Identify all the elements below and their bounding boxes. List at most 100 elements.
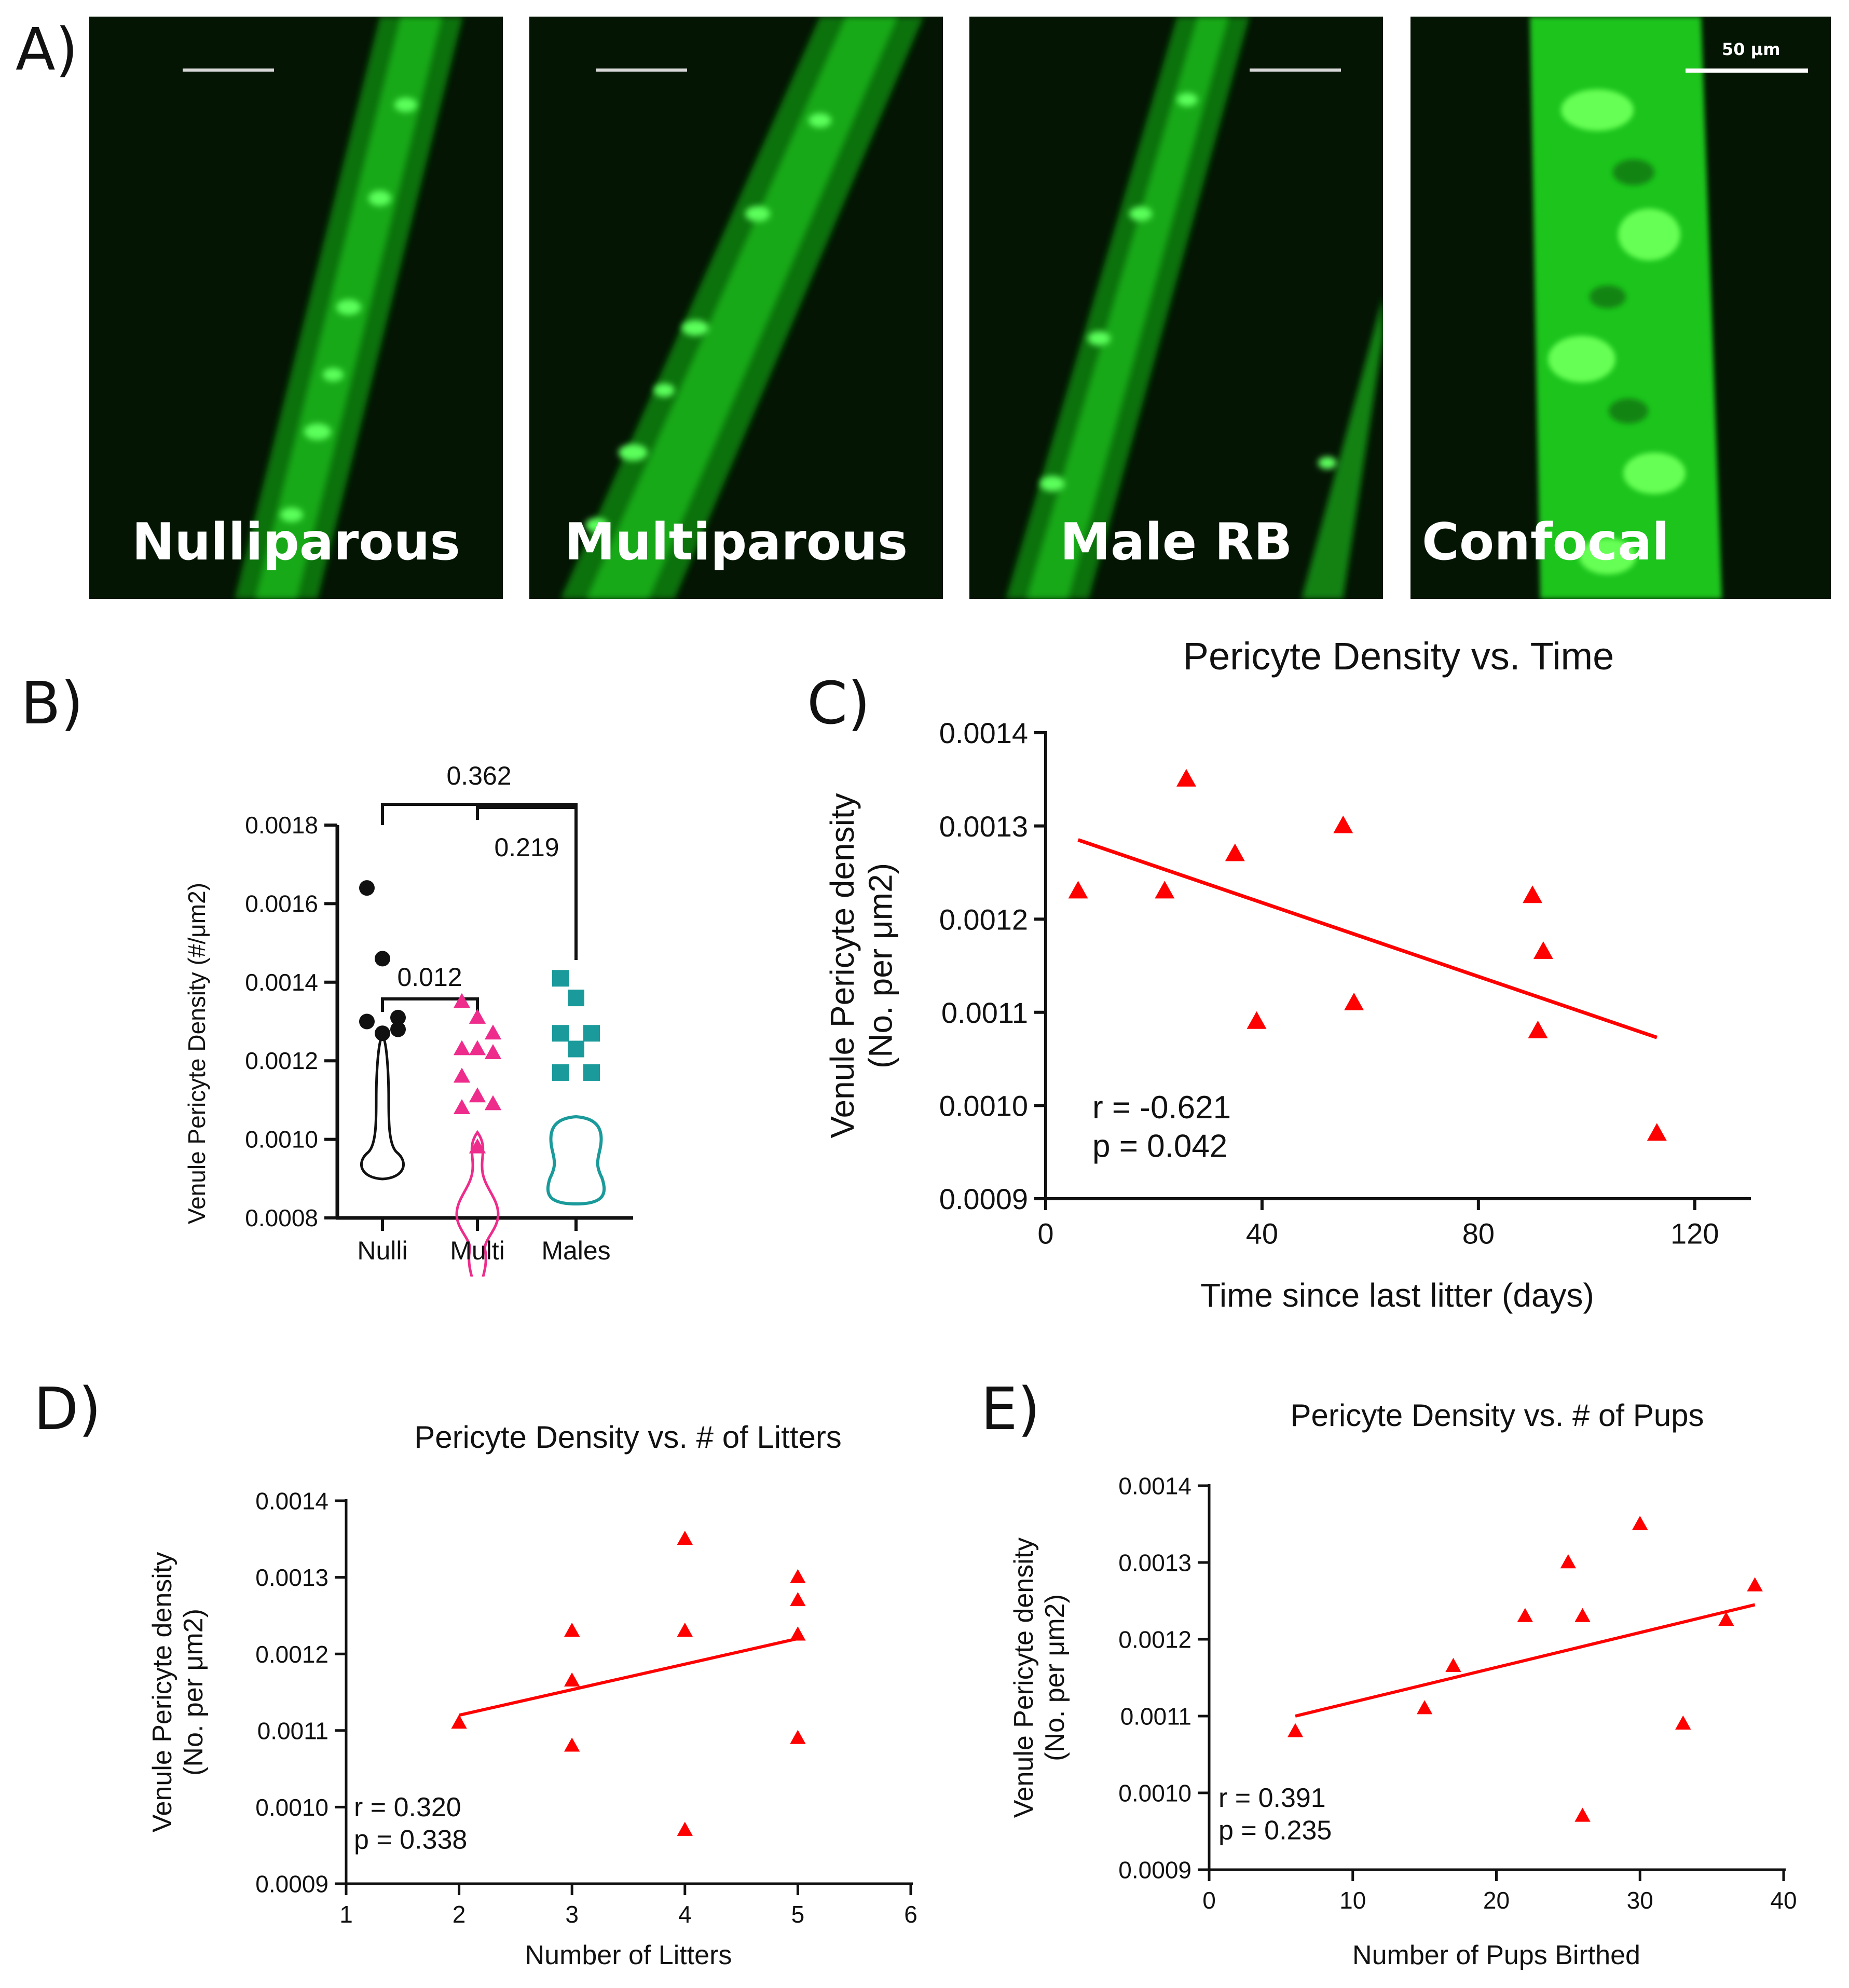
scale-bar <box>1250 68 1341 72</box>
micrograph-label: Nulliparous <box>132 513 460 572</box>
chart-c: Pericyte Density vs. Time 0.0009 0.0010 0.0… <box>824 635 1751 1314</box>
y-axis-label-line1: Venule Pericyte density <box>147 1552 177 1833</box>
regression-line <box>1077 838 1658 1039</box>
data-point <box>568 1040 584 1058</box>
data-point <box>1718 1612 1734 1626</box>
data-point <box>1176 769 1196 787</box>
y-tick-label: 0.0012 <box>255 1641 328 1668</box>
x-tick-label: 30 <box>1627 1887 1653 1914</box>
x-tick-label: 120 <box>1670 1217 1719 1250</box>
y-tick-label: 0.0010 <box>1118 1780 1191 1807</box>
x-tick-label: 4 <box>678 1901 692 1928</box>
data-point <box>583 1025 600 1042</box>
data-point <box>552 1025 569 1042</box>
data-point <box>390 1021 406 1037</box>
vessel-image <box>560 17 924 599</box>
p-value: p = 0.235 <box>1218 1815 1332 1845</box>
x-axis-label: Number of Litters <box>525 1940 732 1970</box>
p-value: p = 0.338 <box>354 1825 467 1855</box>
data-point <box>1647 1123 1667 1141</box>
vessel-image <box>235 17 463 599</box>
data-point <box>375 951 390 967</box>
data-point <box>790 1569 806 1583</box>
y-tick-label: 0.0010 <box>939 1090 1028 1122</box>
data-point <box>484 1044 502 1059</box>
x-tick-label: 2 <box>453 1901 466 1928</box>
data-point <box>552 970 569 987</box>
comparison-label: 0.012 <box>397 963 462 992</box>
data-point <box>1344 992 1364 1010</box>
y-tick-label: 0.0012 <box>1118 1626 1191 1653</box>
y-axis-label: Venule Pericyte density(No. per μm2) <box>147 1552 209 1833</box>
panel-letter-c: C) <box>807 670 870 737</box>
data-point <box>1247 1011 1267 1029</box>
data-point <box>790 1730 806 1744</box>
y-tick-label: 0.0011 <box>1120 1703 1191 1730</box>
micrograph-male-rb: Male RB <box>969 17 1383 599</box>
x-tick-label: Nulli <box>357 1236 407 1265</box>
data-point <box>453 1067 471 1083</box>
x-tick-label: 40 <box>1770 1887 1797 1914</box>
data-point <box>451 1715 467 1729</box>
data-point <box>1533 941 1553 959</box>
y-axis-label: Venule Pericyte density(No. per μm2) <box>1009 1538 1070 1818</box>
data-point <box>677 1821 693 1836</box>
chart-title: Pericyte Density vs. # of Litters <box>414 1420 842 1455</box>
y-tick-label: 0.0011 <box>257 1717 328 1744</box>
comparison-label: 0.362 <box>446 761 511 790</box>
micrograph-nulliparous: Nulliparous <box>89 17 503 599</box>
scale-bar <box>183 68 274 72</box>
y-tick-label: 0.0010 <box>255 1794 328 1821</box>
data-point <box>1560 1554 1577 1569</box>
comparison-bracket-nulli-multi <box>381 997 479 1017</box>
x-tick-label: 6 <box>904 1901 917 1928</box>
chart-title: Pericyte Density vs. # of Pups <box>1291 1398 1704 1433</box>
panel-letter-e: E) <box>981 1376 1040 1443</box>
data-point <box>1632 1516 1648 1530</box>
y-tick-label: 0.0008 <box>245 1204 318 1231</box>
data-point <box>1747 1577 1763 1592</box>
x-tick-label: 40 <box>1246 1217 1278 1250</box>
panel-letter-d: D) <box>34 1376 101 1443</box>
y-tick-label: 0.0009 <box>939 1183 1028 1215</box>
y-axis-label: Venule Pericyte density(No. per μm2) <box>824 793 899 1138</box>
data-point <box>469 1087 486 1103</box>
data-point <box>1523 885 1543 903</box>
regression-line <box>458 1637 799 1717</box>
data-point <box>359 1013 375 1030</box>
data-point <box>453 1099 471 1114</box>
y-axis-label-line2: (No. per μm2) <box>862 863 899 1068</box>
p-value: p = 0.042 <box>1092 1128 1227 1164</box>
data-point <box>564 1622 580 1637</box>
data-point <box>1445 1657 1461 1672</box>
data-point <box>484 1095 502 1110</box>
data-point <box>469 1008 486 1024</box>
data-point <box>390 1009 406 1025</box>
x-tick-label: Multi <box>450 1236 505 1265</box>
chart-b: 0.0008 0.0010 0.0012 0.0014 0.0016 0.0018 Ven… <box>183 761 633 1277</box>
violin-nulli <box>360 1035 405 1181</box>
x-tick-label: 10 <box>1339 1887 1366 1914</box>
chart-e: Pericyte Density vs. # of Pups 0.0009 0.00… <box>1009 1398 1797 1970</box>
y-tick-label: 0.0010 <box>245 1126 318 1153</box>
x-axis-label: Number of Pups Birthed <box>1352 1940 1640 1970</box>
panel-letter-a: A) <box>16 16 78 84</box>
data-point <box>552 1064 569 1081</box>
data-point <box>583 1064 600 1081</box>
data-point <box>1517 1608 1533 1622</box>
micrograph-multiparous: Multiparous <box>529 17 943 599</box>
y-tick-label: 0.0013 <box>255 1564 328 1591</box>
scale-bar-label: 50 μm <box>1722 39 1780 59</box>
chart-d: Pericyte Density vs. # of Litters 0.0009 0… <box>147 1420 917 1970</box>
y-tick-label: 0.0011 <box>941 996 1028 1029</box>
x-tick-label: 20 <box>1483 1887 1510 1914</box>
data-point <box>790 1626 806 1641</box>
comparison-label: 0.219 <box>494 833 559 862</box>
data-point <box>469 1040 486 1055</box>
data-point <box>1528 1020 1548 1038</box>
y-tick-label: 0.0016 <box>245 890 318 917</box>
data-point <box>1287 1723 1304 1737</box>
data-point <box>1574 1608 1591 1622</box>
violin-males <box>546 1115 606 1206</box>
data-point <box>1155 881 1175 899</box>
